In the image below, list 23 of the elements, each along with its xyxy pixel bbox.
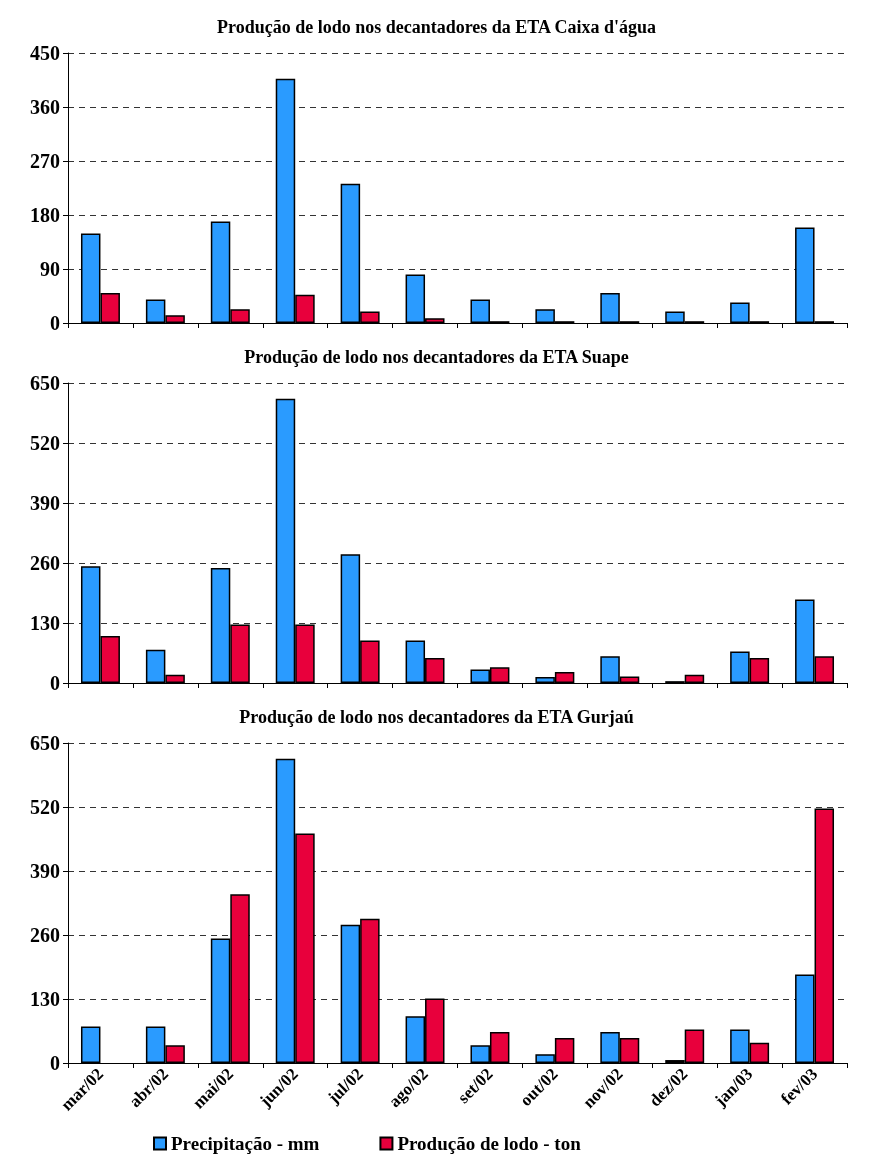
y-tick-label: 270 bbox=[30, 150, 60, 172]
legend-label: Produção de lodo - ton bbox=[397, 1133, 582, 1154]
legend-label: Precipitação - mm bbox=[171, 1133, 320, 1154]
y-tick-label: 650 bbox=[30, 732, 60, 754]
y-tick-label: 130 bbox=[30, 988, 60, 1010]
y-tick-label: 0 bbox=[50, 672, 60, 694]
y-tick-label: 520 bbox=[30, 432, 60, 454]
y-tick-label: 0 bbox=[50, 312, 60, 334]
y-tick-label: 520 bbox=[30, 796, 60, 818]
y-tick-label: 260 bbox=[30, 924, 60, 946]
y-tick-label: 360 bbox=[30, 96, 60, 118]
y-tick-label: 130 bbox=[30, 612, 60, 634]
y-tick-label: 390 bbox=[30, 860, 60, 882]
y-tick-label: 0 bbox=[50, 1052, 60, 1074]
chart-title: Produção de lodo nos decantadores da ETA Gurjaú bbox=[239, 707, 634, 727]
chart-title: Produção de lodo nos decantadores da ETA Suape bbox=[244, 347, 629, 367]
y-tick-label: 260 bbox=[30, 552, 60, 574]
y-tick-label: 650 bbox=[30, 372, 60, 394]
y-tick-label: 180 bbox=[30, 204, 60, 226]
y-tick-label: 90 bbox=[40, 258, 60, 280]
y-tick-label: 450 bbox=[30, 42, 60, 64]
y-tick-label: 390 bbox=[30, 492, 60, 514]
chart-title: Produção de lodo nos decantadores da ETA Caixa d'água bbox=[216, 17, 657, 37]
